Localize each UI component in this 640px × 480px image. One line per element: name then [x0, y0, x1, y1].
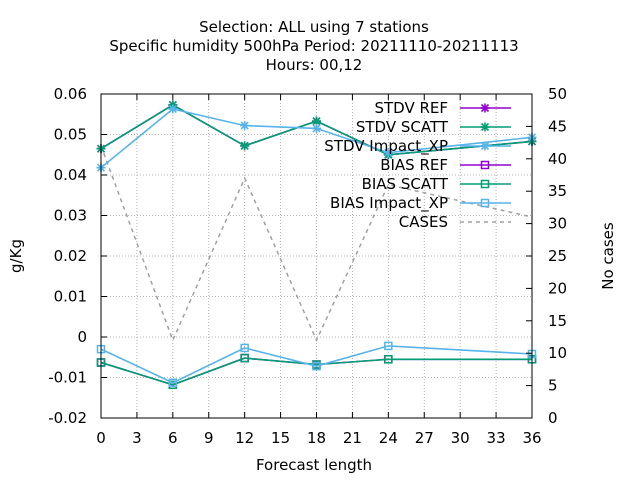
y-tick-label: 0.02 — [54, 247, 87, 265]
legend-label: BIAS REF — [380, 156, 448, 174]
y2-tick-label: 25 — [548, 247, 567, 265]
x-tick-label: 27 — [415, 429, 434, 447]
data-point — [312, 361, 321, 371]
data-point — [168, 104, 178, 114]
data-point — [383, 148, 393, 158]
y2-tick-label: 40 — [548, 150, 567, 168]
y-tick-label: -0.01 — [48, 369, 87, 387]
series-layer — [96, 100, 537, 390]
x-tick-label: 12 — [235, 429, 254, 447]
y-tick-label: 0.01 — [54, 288, 87, 306]
x-tick-label: 33 — [487, 429, 506, 447]
data-point — [240, 343, 249, 353]
legend-marker — [480, 198, 490, 208]
series-line-bias-scatt — [100, 357, 532, 386]
legend-marker — [480, 122, 490, 132]
legend-label: STDV Impact_XP — [324, 137, 448, 156]
y2-tick-label: 50 — [548, 85, 567, 103]
legend-marker — [480, 160, 490, 170]
series-line-cases — [100, 145, 533, 343]
y2-tick-label: 10 — [548, 344, 567, 362]
data-point — [312, 116, 321, 126]
data-point — [240, 121, 250, 131]
data-point — [384, 355, 393, 364]
grid — [101, 94, 532, 418]
y2-tick-label: 20 — [548, 279, 567, 297]
y-tick-label: -0.02 — [48, 409, 87, 427]
legend-label: STDV REF — [374, 99, 448, 117]
legend-label: STDV SCATT — [356, 118, 449, 136]
x-tick-label: 6 — [168, 429, 178, 447]
y2-tick-label: 35 — [548, 182, 567, 200]
y-tick-label: 0.06 — [54, 85, 87, 103]
data-point — [312, 123, 321, 133]
x-tick-label: 15 — [271, 429, 290, 447]
title-line-2: Specific humidity 500hPa Period: 2021111… — [109, 37, 518, 55]
y2-tick-label: 5 — [548, 377, 558, 395]
y-tick-label: 0 — [77, 328, 87, 346]
legend-marker — [480, 141, 490, 151]
chart-title: Selection: ALL using 7 stations Specific… — [109, 18, 518, 74]
y2-tick-label: 30 — [548, 215, 567, 233]
y2-tick-label: 15 — [548, 312, 567, 330]
series-line-stdv-impact-xp — [100, 108, 533, 169]
series-line-bias-impact-xp — [100, 345, 533, 384]
legend-label: CASES — [399, 213, 448, 231]
title-line-1: Selection: ALL using 7 stations — [199, 18, 429, 36]
data-point — [240, 141, 250, 151]
y-axis-label: g/Kg — [7, 239, 25, 273]
data-point — [240, 353, 249, 363]
x-tick-label: 0 — [96, 429, 106, 447]
data-point — [168, 378, 178, 388]
y2-tick-label: 45 — [548, 117, 567, 135]
series-line-stdv-scatt — [100, 103, 533, 156]
x-tick-label: 24 — [379, 429, 398, 447]
ticks: 0 3 6 9 12 15 18 21 24 27 30 33 36-0.02-0.0100.010.0… — [48, 85, 567, 447]
y2-axis-label: No cases — [599, 222, 617, 290]
x-tick-label: 18 — [307, 429, 326, 447]
x-tick-label: 9 — [204, 429, 214, 447]
x-tick-label: 36 — [522, 429, 541, 447]
legend-marker — [480, 103, 490, 113]
title-line-3: Hours: 00,12 — [266, 56, 363, 74]
legend-label: BIAS SCATT — [362, 175, 449, 193]
y-tick-label: 0.05 — [54, 126, 87, 144]
legend-marker — [480, 179, 490, 189]
y2-tick-label: 0 — [548, 409, 558, 427]
y-tick-label: 0.04 — [54, 166, 87, 184]
x-tick-label: 30 — [451, 429, 470, 447]
x-tick-label: 21 — [343, 429, 362, 447]
legend-label: BIAS Impact_XP — [330, 194, 448, 213]
x-tick-label: 3 — [132, 429, 142, 447]
x-axis-label: Forecast length — [256, 456, 372, 474]
data-point — [384, 341, 393, 351]
y-tick-label: 0.03 — [54, 207, 87, 225]
